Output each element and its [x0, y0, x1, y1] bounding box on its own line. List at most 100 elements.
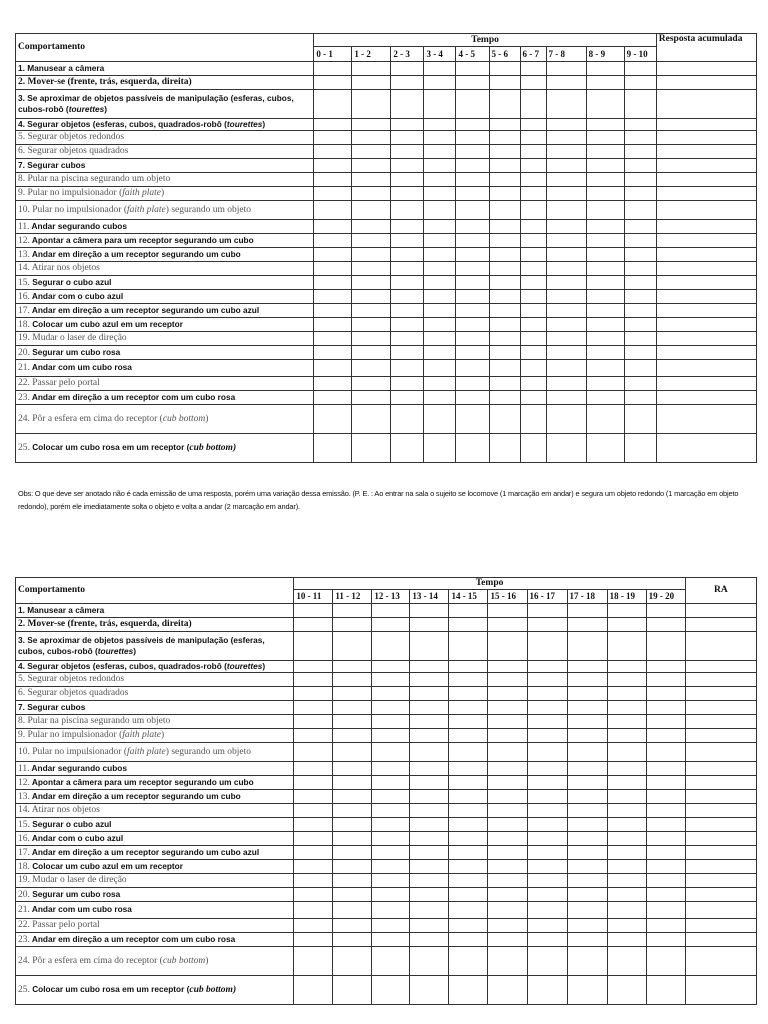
tally-cell[interactable]: [545, 186, 587, 201]
tally-cell[interactable]: [351, 289, 392, 304]
tally-cell[interactable]: [487, 714, 528, 729]
tally-cell[interactable]: [585, 89, 625, 119]
tally-cell[interactable]: [585, 200, 625, 220]
total-cell[interactable]: [655, 118, 758, 131]
tally-cell[interactable]: [313, 200, 353, 220]
tally-cell[interactable]: [519, 61, 547, 76]
tally-cell[interactable]: [488, 144, 521, 159]
tally-cell[interactable]: [371, 932, 411, 947]
tally-cell[interactable]: [455, 433, 490, 463]
tally-cell[interactable]: [606, 817, 647, 832]
tally-cell[interactable]: [371, 631, 411, 661]
tally-cell[interactable]: [623, 158, 657, 173]
tally-cell[interactable]: [488, 303, 521, 318]
tally-cell[interactable]: [566, 887, 608, 902]
tally-cell[interactable]: [332, 803, 373, 818]
tally-cell[interactable]: [390, 376, 425, 391]
tally-cell[interactable]: [566, 946, 608, 976]
tally-cell[interactable]: [623, 233, 657, 248]
tally-cell[interactable]: [566, 803, 608, 818]
tally-cell[interactable]: [293, 932, 334, 947]
tally-cell[interactable]: [645, 873, 686, 888]
tally-cell[interactable]: [371, 686, 411, 701]
tally-cell[interactable]: [455, 390, 490, 405]
tally-cell[interactable]: [519, 359, 547, 377]
tally-cell[interactable]: [566, 714, 608, 729]
tally-cell[interactable]: [455, 75, 490, 90]
tally-cell[interactable]: [423, 75, 457, 90]
tally-cell[interactable]: [545, 331, 587, 346]
tally-cell[interactable]: [293, 686, 334, 701]
total-cell[interactable]: [684, 845, 758, 860]
tally-cell[interactable]: [423, 433, 457, 463]
tally-cell[interactable]: [332, 775, 373, 790]
tally-cell[interactable]: [351, 433, 392, 463]
tally-cell[interactable]: [606, 887, 647, 902]
tally-cell[interactable]: [423, 359, 457, 377]
tally-cell[interactable]: [488, 61, 521, 76]
tally-cell[interactable]: [293, 975, 334, 1005]
tally-cell[interactable]: [519, 275, 547, 290]
tally-cell[interactable]: [488, 331, 521, 346]
tally-cell[interactable]: [487, 817, 528, 832]
tally-cell[interactable]: [585, 158, 625, 173]
tally-cell[interactable]: [332, 845, 373, 860]
tally-cell[interactable]: [606, 742, 647, 762]
tally-cell[interactable]: [606, 975, 647, 1005]
tally-cell[interactable]: [351, 89, 392, 119]
tally-cell[interactable]: [488, 247, 521, 262]
tally-cell[interactable]: [519, 303, 547, 318]
tally-cell[interactable]: [487, 845, 528, 860]
tally-cell[interactable]: [390, 261, 425, 276]
tally-cell[interactable]: [488, 89, 521, 119]
tally-cell[interactable]: [423, 390, 457, 405]
tally-cell[interactable]: [332, 660, 373, 673]
tally-cell[interactable]: [293, 887, 334, 902]
tally-cell[interactable]: [390, 186, 425, 201]
tally-cell[interactable]: [488, 200, 521, 220]
tally-cell[interactable]: [313, 172, 353, 187]
tally-cell[interactable]: [448, 775, 489, 790]
tally-cell[interactable]: [488, 219, 521, 234]
tally-cell[interactable]: [313, 75, 353, 90]
total-cell[interactable]: [655, 130, 758, 145]
tally-cell[interactable]: [526, 831, 568, 846]
tally-cell[interactable]: [455, 172, 490, 187]
tally-cell[interactable]: [585, 359, 625, 377]
tally-cell[interactable]: [519, 433, 547, 463]
tally-cell[interactable]: [313, 158, 353, 173]
tally-cell[interactable]: [313, 61, 353, 76]
tally-cell[interactable]: [351, 219, 392, 234]
tally-cell[interactable]: [526, 817, 568, 832]
tally-cell[interactable]: [526, 700, 568, 715]
tally-cell[interactable]: [488, 317, 521, 332]
tally-cell[interactable]: [313, 233, 353, 248]
tally-cell[interactable]: [313, 289, 353, 304]
tally-cell[interactable]: [645, 817, 686, 832]
tally-cell[interactable]: [423, 261, 457, 276]
total-cell[interactable]: [684, 873, 758, 888]
tally-cell[interactable]: [488, 275, 521, 290]
tally-cell[interactable]: [606, 932, 647, 947]
tally-cell[interactable]: [606, 901, 647, 919]
tally-cell[interactable]: [313, 130, 353, 145]
tally-cell[interactable]: [519, 376, 547, 391]
tally-cell[interactable]: [585, 345, 625, 360]
tally-cell[interactable]: [487, 660, 528, 673]
tally-cell[interactable]: [488, 130, 521, 145]
tally-cell[interactable]: [487, 631, 528, 661]
tally-cell[interactable]: [645, 660, 686, 673]
tally-cell[interactable]: [488, 390, 521, 405]
total-cell[interactable]: [684, 946, 758, 976]
tally-cell[interactable]: [519, 247, 547, 262]
tally-cell[interactable]: [455, 376, 490, 391]
tally-cell[interactable]: [488, 172, 521, 187]
tally-cell[interactable]: [390, 433, 425, 463]
tally-cell[interactable]: [371, 975, 411, 1005]
tally-cell[interactable]: [423, 61, 457, 76]
tally-cell[interactable]: [645, 789, 686, 804]
total-cell[interactable]: [684, 686, 758, 701]
tally-cell[interactable]: [409, 803, 450, 818]
tally-cell[interactable]: [390, 275, 425, 290]
tally-cell[interactable]: [423, 118, 457, 131]
